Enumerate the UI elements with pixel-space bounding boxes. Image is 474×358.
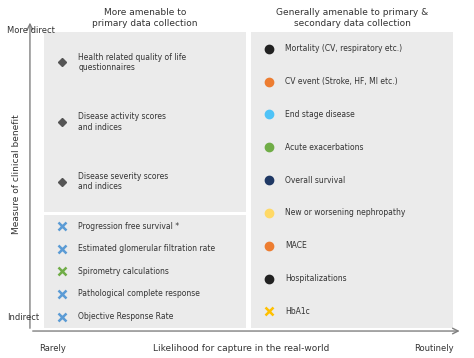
Text: Health related quality of life
questionnaires: Health related quality of life questionn…: [78, 53, 186, 72]
Text: Mortality (CV, respiratory etc.): Mortality (CV, respiratory etc.): [285, 44, 402, 53]
Text: Measure of clinical benefit: Measure of clinical benefit: [12, 114, 21, 234]
Text: Disease activity scores
and indices: Disease activity scores and indices: [78, 112, 166, 132]
Text: New or worsening nephropathy: New or worsening nephropathy: [285, 208, 406, 217]
Text: Disease severity scores
and indices: Disease severity scores and indices: [78, 172, 169, 192]
FancyBboxPatch shape: [251, 33, 453, 328]
Text: Estimated glomerular filtration rate: Estimated glomerular filtration rate: [78, 244, 215, 253]
Text: MACE: MACE: [285, 241, 307, 250]
Text: Rarely: Rarely: [39, 344, 66, 353]
Text: End stage disease: End stage disease: [285, 110, 355, 119]
Text: Acute exacerbations: Acute exacerbations: [285, 143, 364, 152]
FancyBboxPatch shape: [44, 212, 246, 215]
Text: Progression free survival *: Progression free survival *: [78, 222, 179, 231]
Text: Pathological complete response: Pathological complete response: [78, 289, 200, 299]
Text: Routinely: Routinely: [414, 344, 453, 353]
Text: Hospitalizations: Hospitalizations: [285, 274, 347, 283]
Text: Generally amenable to primary &
secondary data collection: Generally amenable to primary & secondar…: [276, 8, 428, 28]
Text: Likelihood for capture in the real-world: Likelihood for capture in the real-world: [154, 344, 330, 353]
Text: Indirect: Indirect: [7, 313, 39, 321]
Text: Objective Response Rate: Objective Response Rate: [78, 312, 173, 321]
Text: Spirometry calculations: Spirometry calculations: [78, 267, 169, 276]
Text: More direct: More direct: [7, 26, 55, 35]
Text: HbA1c: HbA1c: [285, 307, 310, 316]
FancyBboxPatch shape: [44, 33, 246, 212]
FancyBboxPatch shape: [44, 215, 246, 328]
Text: More amenable to
primary data collection: More amenable to primary data collection: [92, 8, 198, 28]
Text: CV event (Stroke, HF, MI etc.): CV event (Stroke, HF, MI etc.): [285, 77, 398, 86]
Text: Overall survival: Overall survival: [285, 176, 346, 185]
